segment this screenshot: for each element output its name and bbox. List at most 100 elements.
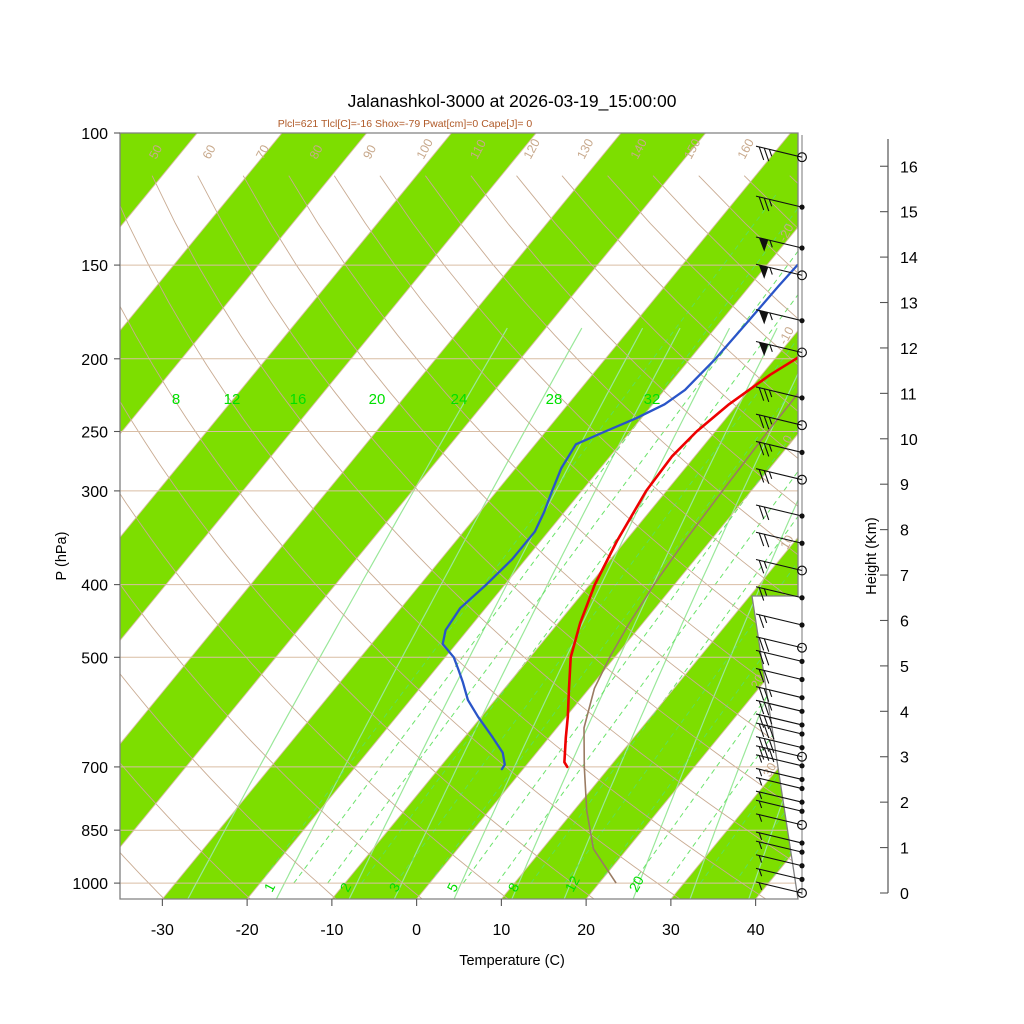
dry-adiabat-label: 60: [200, 143, 219, 162]
wind-barb: [755, 145, 807, 163]
moist-adiabat-label: 8: [172, 391, 180, 408]
dry-adiabat-label: 70: [253, 143, 272, 162]
height-tick-label: 11: [900, 386, 917, 403]
isotherm-label: 10: [778, 533, 797, 552]
dewpoint-trace: [441, 133, 798, 771]
moist-adiabat-label: 20: [369, 391, 386, 408]
wind-barb: [755, 586, 805, 601]
height-tick-label: 2: [900, 795, 909, 812]
isotherm-lines: [120, 133, 798, 899]
parcel-trace: [583, 133, 798, 884]
wind-barb: [755, 413, 807, 431]
wind-barb: [755, 790, 805, 805]
temperature-axis-title: Temperature (C): [459, 953, 565, 969]
wind-barb: [755, 776, 805, 792]
wind-barb: [755, 699, 805, 716]
wind-barb: [755, 722, 805, 740]
pressure-tick-label: 250: [81, 424, 108, 441]
pressure-tick-label: 150: [81, 258, 108, 275]
wind-barb: [755, 636, 807, 653]
plot-frame: [119, 132, 799, 900]
moist-adiabat-label: 24: [451, 391, 468, 408]
dry-adiabat-label: 80: [307, 143, 326, 162]
wind-barb: [755, 867, 805, 882]
pressure-tick-label: 850: [81, 823, 108, 840]
wind-barb: [755, 504, 805, 521]
pressure-tick-label: 100: [81, 126, 108, 143]
page-title: Jalanashkol-3000 at 2026-03-19_15:00:00: [348, 91, 677, 112]
wind-barb: [755, 713, 805, 730]
height-tick-label: 0: [900, 886, 909, 903]
wind-barb: [755, 667, 805, 684]
wind-barb: [755, 813, 807, 830]
isotherm-label: 30: [760, 760, 779, 779]
wind-barb: [755, 686, 805, 702]
wind-barb: [755, 881, 807, 898]
height-tick-label: 6: [900, 613, 909, 630]
moist-adiabat-label: 16: [290, 391, 307, 408]
moist-adiabat-label: 28: [546, 391, 563, 408]
wind-barb: [755, 440, 805, 457]
pressure-axis-title: P (hPa): [54, 532, 70, 581]
mixing-ratio-label: 20: [626, 873, 648, 894]
wind-barb: [755, 736, 805, 754]
height-tick-label: 10: [900, 432, 918, 449]
pressure-tick-label: 300: [81, 484, 108, 501]
wind-barb: [755, 531, 805, 548]
height-tick-label: 15: [900, 205, 918, 222]
pressure-tick-label: 500: [81, 650, 108, 667]
moist-adiabat-label: 32: [644, 391, 661, 408]
wind-barb: [755, 831, 805, 846]
wind-barb: [755, 386, 805, 403]
dry-adiabat-label: 50: [146, 143, 165, 162]
height-tick-label: 9: [900, 477, 909, 494]
height-tick-label: 7: [900, 568, 909, 585]
wind-barb: [755, 558, 807, 576]
temperature-tick-label: 40: [747, 922, 765, 939]
height-tick-label: 13: [900, 296, 918, 313]
temperature-tick-label: -20: [236, 922, 259, 939]
wind-barb: [755, 309, 805, 325]
temperature-tick-label: 0: [412, 922, 421, 939]
moist-adiabat-label: 12: [224, 391, 241, 408]
isobar-lines: [120, 133, 798, 884]
height-tick-label: 1: [900, 841, 909, 858]
height-tick-label: 8: [900, 523, 909, 540]
wind-barb: [755, 649, 805, 666]
dry-adiabat-lines: [120, 175, 798, 899]
temperature-tick-label: 10: [492, 922, 510, 939]
wind-barb: [755, 840, 805, 855]
height-tick-label: 12: [900, 341, 918, 358]
dry-adiabat-label: 90: [360, 143, 379, 162]
wind-barb: [755, 236, 805, 252]
temperature-tick-label: 30: [662, 922, 680, 939]
height-tick-label: 5: [900, 659, 909, 676]
height-tick-label: 4: [900, 704, 909, 721]
temperature-tick-label: -10: [320, 922, 343, 939]
wind-barb: [755, 767, 805, 783]
mixing-ratio-label: 12: [562, 873, 584, 894]
wind-barb: [755, 195, 805, 212]
temperature-tick-label: 20: [577, 922, 595, 939]
height-tick-label: 16: [900, 159, 918, 176]
height-axis-title: Height (Km): [864, 517, 880, 594]
wind-barb-column: [755, 135, 807, 898]
wind-barb: [755, 340, 807, 358]
height-tick-label: 14: [900, 250, 918, 267]
pressure-axis: 1000 850 700 500 400 300 250 200 150 100: [72, 126, 120, 893]
chart-subtitle: Plcl=621 Tlcl[C]=-16 Shox=-79 Pwat[cm]=0…: [278, 118, 533, 130]
wind-barb: [755, 263, 807, 281]
wind-barb: [755, 613, 805, 628]
temperature-tick-label: -30: [151, 922, 174, 939]
height-tick-label: 3: [900, 750, 909, 767]
wind-barb: [755, 799, 805, 814]
pressure-tick-label: 400: [81, 578, 108, 595]
wind-barb: [755, 468, 807, 485]
wind-barb: [755, 754, 805, 769]
temperature-axis: -30 -20 -10 0 10 20 30 40: [151, 899, 765, 939]
pressure-tick-label: 200: [81, 352, 108, 369]
wind-barb: [755, 854, 805, 869]
pressure-tick-label: 700: [81, 760, 108, 777]
